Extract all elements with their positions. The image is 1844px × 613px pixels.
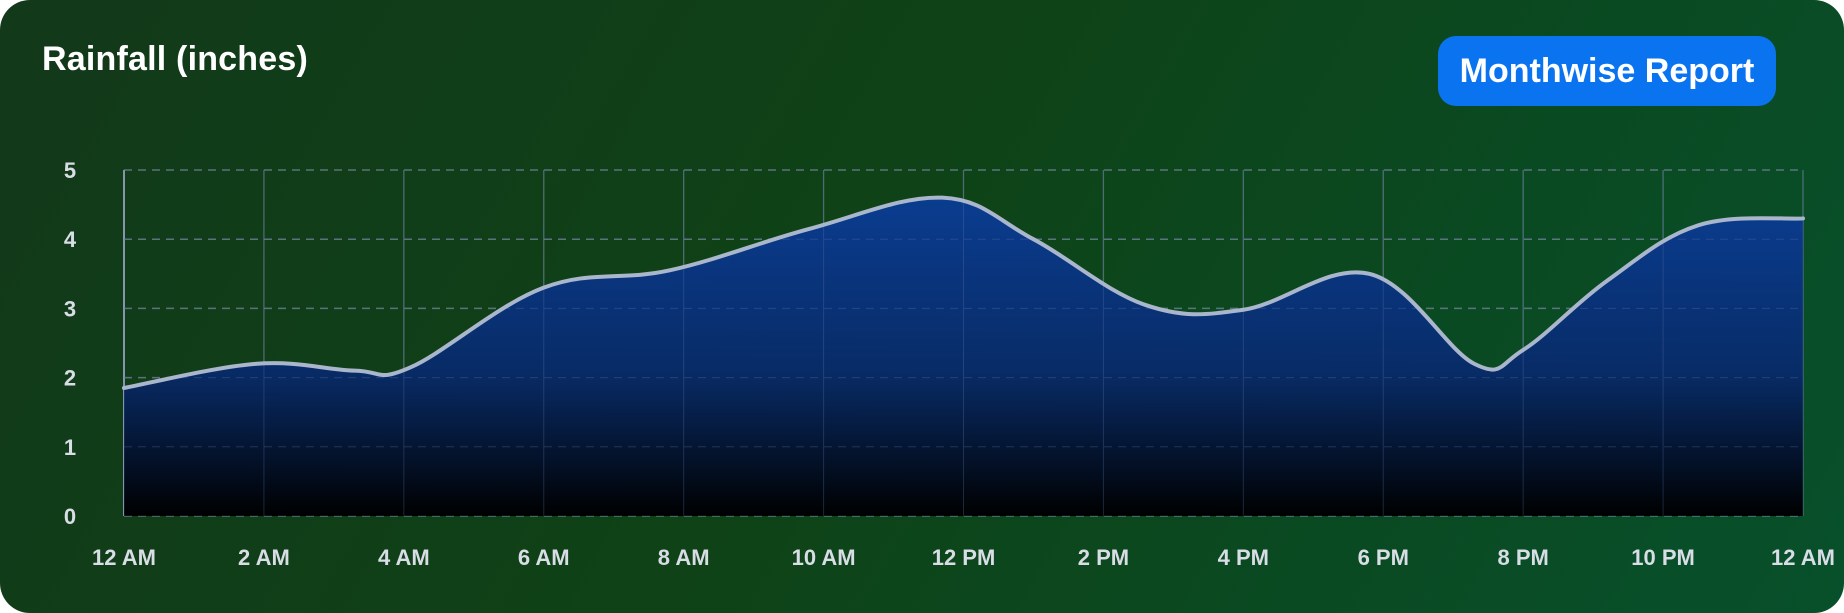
- y-tick-label: 1: [64, 435, 76, 460]
- rainfall-series-line: [122, 195, 1805, 390]
- y-tick-label: 4: [64, 227, 77, 252]
- x-tick-label: 8 AM: [658, 545, 710, 570]
- x-tick-label: 10 PM: [1631, 545, 1695, 570]
- x-tick-label: 4 AM: [378, 545, 430, 570]
- rainfall-area: [124, 197, 1803, 516]
- x-tick-label: 4 PM: [1218, 545, 1269, 570]
- x-tick-label: 12 AM: [1771, 545, 1835, 570]
- area-layer: [122, 169, 1805, 517]
- y-tick-label: 0: [64, 504, 76, 529]
- axis-labels: 0 1 2 3 4 5 12 AM 2 AM 4 AM 6 AM 8 AM 10 AM 12 PM 2 P…: [64, 158, 1835, 570]
- chart-title: Rainfall (inches): [42, 40, 309, 78]
- x-tick-label: 10 AM: [792, 545, 856, 570]
- y-tick-label: 2: [64, 366, 76, 391]
- y-tick-label: 5: [64, 158, 76, 183]
- x-tick-label: 12 PM: [932, 545, 996, 570]
- x-tick-label: 8 PM: [1497, 545, 1548, 570]
- x-tick-label: 6 AM: [518, 545, 570, 570]
- x-tick-label: 2 AM: [238, 545, 290, 570]
- y-tick-label: 3: [64, 296, 76, 321]
- monthwise-report-button[interactable]: Monthwise Report: [1438, 36, 1776, 106]
- x-tick-label: 12 AM: [92, 545, 156, 570]
- x-tick-label: 2 PM: [1078, 545, 1129, 570]
- x-tick-label: 6 PM: [1358, 545, 1409, 570]
